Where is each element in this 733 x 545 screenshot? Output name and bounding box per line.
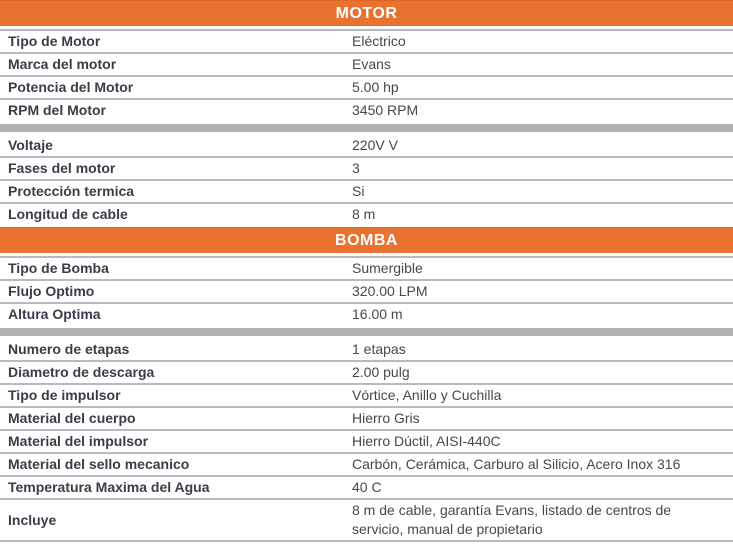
spec-row-tipo-de-impulsor: Tipo de impulsor Vórtice, Anillo y Cuchi… [0, 383, 733, 406]
spec-value: Si [352, 183, 365, 199]
spec-label: Potencia del Motor [8, 79, 134, 95]
spec-label: Material del cuerpo [8, 410, 136, 426]
spec-row-incluye: Incluye 8 m de cable, garantía Evans, li… [0, 498, 733, 540]
spec-group: Voltaje 220V V Fases del motor 3 Protecc… [0, 135, 733, 225]
spec-value: 8 m de cable, garantía Evans, listado de… [352, 502, 672, 537]
spec-value: Sumergible [352, 260, 423, 276]
spec-group: Numero de etapas 1 etapas Diametro de de… [0, 339, 733, 540]
spec-label: Numero de etapas [8, 341, 130, 357]
spec-value: 320.00 LPM [352, 283, 428, 299]
spec-value: 3450 RPM [352, 102, 419, 118]
spec-row-rpm-del-motor: RPM del Motor 3450 RPM [0, 98, 733, 121]
spec-row-longitud-de-cable: Longitud de cable 8 m [0, 202, 733, 225]
spec-row-temperatura-maxima-del-agua: Temperatura Maxima del Agua 40 C [0, 475, 733, 498]
section-bomba: BOMBA Tipo de Bomba Sumergible Flujo Opt… [0, 227, 733, 540]
spec-label: Fases del motor [8, 160, 116, 176]
spec-label: Voltaje [8, 137, 53, 153]
spec-value: 16.00 m [352, 306, 403, 322]
spec-row-material-del-cuerpo: Material del cuerpo Hierro Gris [0, 406, 733, 429]
section-motor: MOTOR Tipo de Motor Eléctrico Marca del … [0, 0, 733, 225]
spec-group: Tipo de Bomba Sumergible Flujo Optimo 32… [0, 256, 733, 325]
group-separator [0, 328, 733, 336]
spec-label: Tipo de Bomba [8, 260, 109, 276]
spec-group: Tipo de Motor Eléctrico Marca del motor … [0, 29, 733, 121]
section-body-bomba: Tipo de Bomba Sumergible Flujo Optimo 32… [0, 256, 733, 540]
spec-value: Eléctrico [352, 33, 406, 49]
spec-label: Marca del motor [8, 56, 117, 72]
spec-label: RPM del Motor [8, 102, 106, 118]
spec-row-proteccion-termica: Protección termica Si [0, 179, 733, 202]
spec-label: Temperatura Maxima del Agua [8, 479, 210, 495]
spec-label: Longitud de cable [8, 206, 128, 222]
spec-row-material-del-impulsor: Material del impulsor Hierro Dúctil, AIS… [0, 429, 733, 452]
section-header-bomba: BOMBA [0, 227, 733, 253]
spec-row-diametro-de-descarga: Diametro de descarga 2.00 pulg [0, 360, 733, 383]
spec-label: Material del impulsor [8, 433, 149, 449]
spec-label: Tipo de impulsor [8, 387, 121, 403]
spec-row-potencia-del-motor: Potencia del Motor 5.00 hp [0, 75, 733, 98]
spec-value: 220V V [352, 137, 398, 153]
spec-value: 3 [352, 160, 360, 176]
spec-row-material-del-sello-mecanico: Material del sello mecanico Carbón, Cerá… [0, 452, 733, 475]
spec-row-tipo-de-motor: Tipo de Motor Eléctrico [0, 29, 733, 52]
table-bottom-border [0, 540, 733, 545]
spec-value: 40 C [352, 479, 382, 495]
spec-label: Diametro de descarga [8, 364, 155, 380]
spec-value: 2.00 pulg [352, 364, 410, 380]
spec-label: Altura Optima [8, 306, 101, 322]
spec-row-flujo-optimo: Flujo Optimo 320.00 LPM [0, 279, 733, 302]
spec-row-tipo-de-bomba: Tipo de Bomba Sumergible [0, 256, 733, 279]
spec-value: 8 m [352, 206, 376, 222]
section-header-motor: MOTOR [0, 0, 733, 26]
section-body-motor: Tipo de Motor Eléctrico Marca del motor … [0, 29, 733, 225]
spec-value: Evans [352, 56, 391, 72]
spec-value: Carbón, Cerámica, Carburo al Silicio, Ac… [352, 456, 681, 472]
spec-row-voltaje: Voltaje 220V V [0, 135, 733, 156]
spec-label: Tipo de Motor [8, 33, 101, 49]
spec-label: Material del sello mecanico [8, 456, 190, 472]
spec-label: Incluye [8, 511, 57, 528]
spec-row-altura-optima: Altura Optima 16.00 m [0, 302, 733, 325]
spec-row-numero-de-etapas: Numero de etapas 1 etapas [0, 339, 733, 360]
spec-label: Flujo Optimo [8, 283, 95, 299]
spec-value: Vórtice, Anillo y Cuchilla [352, 387, 502, 403]
spec-row-fases-del-motor: Fases del motor 3 [0, 156, 733, 179]
spec-label: Protección termica [8, 183, 135, 199]
spec-row-marca-del-motor: Marca del motor Evans [0, 52, 733, 75]
spec-value: Hierro Gris [352, 410, 420, 426]
spec-value: 5.00 hp [352, 79, 399, 95]
spec-value: Hierro Dúctil, AISI-440C [352, 433, 501, 449]
spec-value: 1 etapas [352, 341, 406, 357]
group-separator [0, 124, 733, 132]
